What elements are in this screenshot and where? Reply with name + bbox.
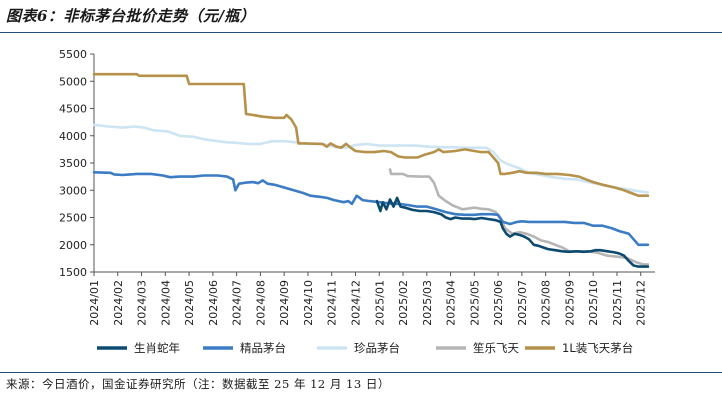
x-tick-label: 2025/06: [492, 280, 505, 326]
series-line-2: [92, 171, 650, 247]
x-tick-label: 2025/10: [587, 280, 600, 326]
legend-label: 笙乐飞天: [473, 341, 519, 355]
x-tick-label: 2024/07: [231, 280, 244, 326]
y-tick-label: 4500: [59, 103, 87, 116]
legend-label: 1L装飞天茅台: [562, 341, 633, 355]
y-tick-label: 3500: [59, 157, 87, 170]
y-tick-label: 3000: [59, 184, 87, 197]
y-tick-label: 4000: [59, 130, 87, 143]
footer-divider: [0, 372, 722, 373]
x-tick-label: 2024/10: [302, 280, 315, 326]
x-tick-label: 2024/01: [88, 280, 101, 326]
x-tick-label: 2024/12: [349, 280, 362, 326]
x-tick-label: 2024/06: [207, 280, 220, 326]
legend-label: 精品茅台: [240, 341, 286, 355]
x-tick-label: 2025/08: [540, 280, 553, 326]
x-tick-label: 2024/11: [326, 280, 339, 326]
chart-title: 图表6：非标茅台批价走势（元/瓶）: [6, 7, 256, 25]
x-tick-label: 2024/03: [136, 280, 149, 326]
series-line-3: [92, 123, 650, 194]
y-tick-label: 2000: [59, 239, 87, 252]
series-line-4: [388, 168, 650, 266]
title-divider: [0, 32, 722, 33]
y-tick-label: 5500: [59, 48, 87, 61]
y-tick-label: 2500: [59, 212, 87, 225]
series-line-1: [375, 196, 650, 268]
source-note: 来源：今日酒价，国金证券研究所（注：数据截至 25 年 12 月 13 日）: [6, 377, 390, 391]
x-tick-label: 2025/01: [373, 280, 386, 326]
x-tick-label: 2024/08: [254, 280, 267, 326]
x-tick-label: 2024/02: [112, 280, 125, 326]
x-tick-label: 2024/09: [278, 280, 291, 326]
x-tick-label: 2025/11: [611, 280, 624, 326]
x-tick-label: 2025/03: [421, 280, 434, 326]
x-tick-label: 2025/05: [468, 280, 481, 326]
x-tick-label: 2024/05: [183, 280, 196, 326]
y-tick-label: 5000: [59, 75, 87, 88]
legend-label: 珍品茅台: [354, 341, 400, 355]
x-tick-label: 2025/09: [563, 280, 576, 326]
x-tick-label: 2025/02: [397, 280, 410, 326]
x-tick-label: 2025/07: [516, 280, 529, 326]
series-line-5: [92, 72, 650, 197]
line-chart: 1500 2000 2500 3000 3500 4000 4500 5000 5500 2024…: [59, 48, 655, 355]
y-tick-label: 1500: [59, 266, 87, 279]
x-tick-label: 2025/04: [445, 280, 458, 326]
x-tick-label: 2024/04: [159, 280, 172, 326]
legend-label: 生肖蛇年: [134, 341, 180, 355]
x-tick-label: 2025/12: [635, 280, 648, 326]
